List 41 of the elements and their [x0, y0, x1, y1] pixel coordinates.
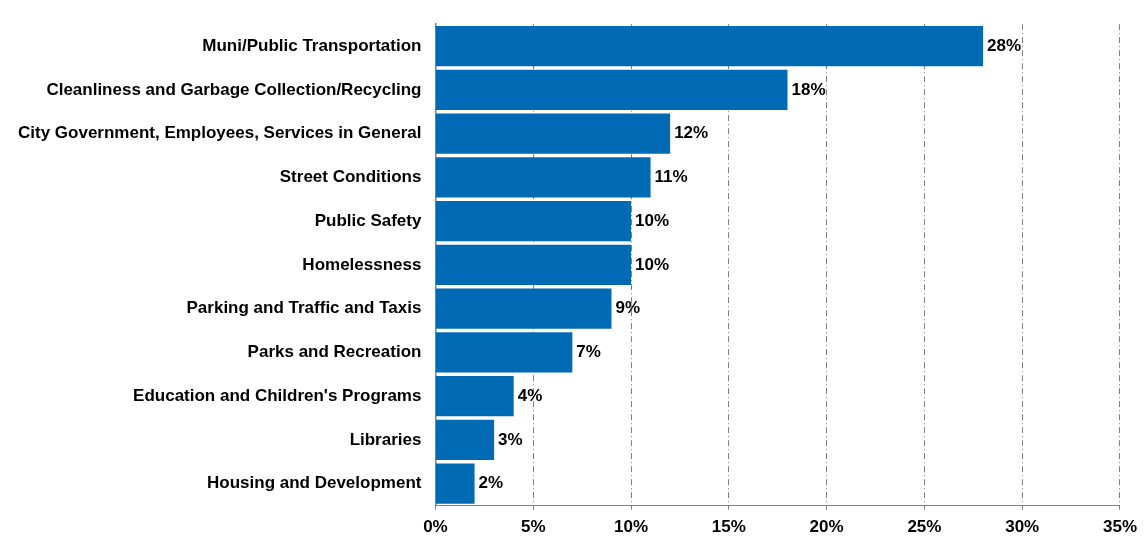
y-tick-label: Muni/Public Transportation: [202, 35, 422, 55]
data-label: 7%: [576, 342, 601, 362]
y-tick-label: Parking and Traffic and Taxis: [186, 298, 422, 318]
data-label: 12%: [674, 123, 709, 143]
y-tick-label: Homelessness: [302, 254, 422, 274]
bar: [435, 25, 984, 67]
bar: [435, 419, 495, 461]
x-tick-label: 15%: [711, 517, 746, 537]
data-label: 10%: [635, 254, 670, 274]
x-tick-label: 30%: [1005, 517, 1040, 537]
bar: [435, 113, 671, 154]
x-tick-label: 5%: [520, 517, 546, 537]
y-tick-label: Libraries: [349, 429, 422, 449]
bar: [435, 201, 632, 242]
data-label: 2%: [478, 473, 504, 493]
data-label: 4%: [517, 385, 543, 405]
bar: [435, 332, 573, 373]
data-label: 11%: [654, 167, 688, 187]
data-label: 9%: [615, 298, 641, 318]
bar: [435, 376, 514, 417]
data-label: 28%: [987, 35, 1022, 55]
x-tick-label: 10%: [614, 517, 649, 537]
bar: [435, 244, 632, 286]
bar: [435, 157, 651, 198]
bar: [435, 69, 788, 110]
bar: [435, 288, 612, 329]
y-tick-label: Housing and Development: [207, 473, 422, 493]
x-tick-label: 20%: [809, 517, 844, 537]
y-tick-label: City Government, Employees, Services in General: [17, 123, 422, 143]
y-tick-label: Street Conditions: [279, 167, 422, 187]
data-label: 10%: [635, 210, 670, 230]
y-tick-label: Cleanliness and Garbage Collection/Recycling: [46, 79, 422, 99]
data-label: 3%: [498, 429, 523, 449]
x-tick-label: 35%: [1102, 517, 1137, 537]
x-tick-label: 25%: [907, 517, 942, 537]
x-tick-label: 0%: [423, 517, 448, 537]
y-tick-label: Public Safety: [314, 210, 422, 230]
y-tick-label: Parks and Recreation: [247, 342, 422, 362]
y-tick-label: Education and Children's Programs: [133, 385, 422, 405]
bar: [435, 463, 475, 504]
data-label: 18%: [791, 79, 826, 99]
